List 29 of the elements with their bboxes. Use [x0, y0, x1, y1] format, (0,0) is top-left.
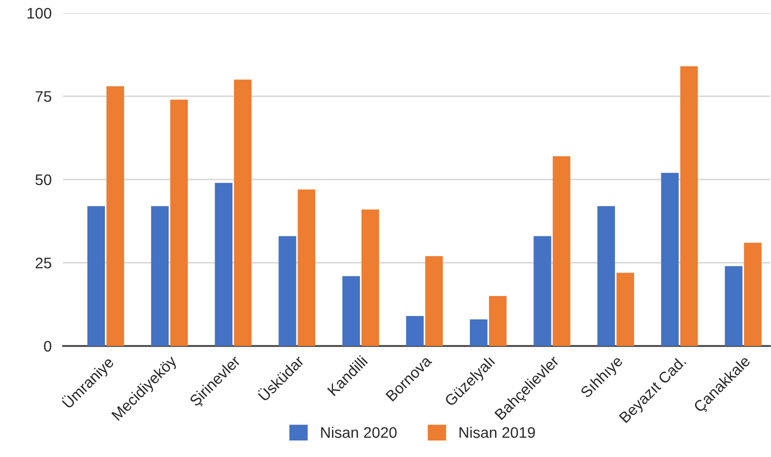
y-tick-label: 100: [28, 8, 52, 19]
legend-label: Nisan 2020: [321, 426, 397, 438]
bar: [87, 206, 105, 346]
bar: [298, 189, 316, 346]
bar: [552, 156, 570, 346]
bar: [234, 80, 252, 346]
bar: [680, 66, 698, 346]
bar: [488, 296, 507, 346]
bar: [724, 266, 742, 346]
bar: [361, 209, 380, 346]
bar: [106, 86, 124, 346]
bar: [534, 236, 552, 346]
y-tick-label: 25: [36, 258, 52, 268]
bar: [214, 182, 232, 346]
y-tick-label: 0: [44, 340, 52, 352]
bar: [406, 316, 424, 346]
y-tick-label: 75: [36, 91, 52, 102]
bar: [597, 206, 615, 346]
bar: [661, 172, 679, 346]
y-tick-label: 50: [36, 174, 52, 186]
bar: [342, 276, 360, 346]
bar: [170, 100, 188, 346]
bar: [278, 236, 296, 346]
bar: [744, 242, 762, 346]
bar: [470, 319, 488, 346]
bar: [425, 256, 443, 346]
legend-label: Nisan 2019: [460, 426, 535, 438]
bar: [616, 272, 634, 346]
bar: [151, 206, 169, 346]
